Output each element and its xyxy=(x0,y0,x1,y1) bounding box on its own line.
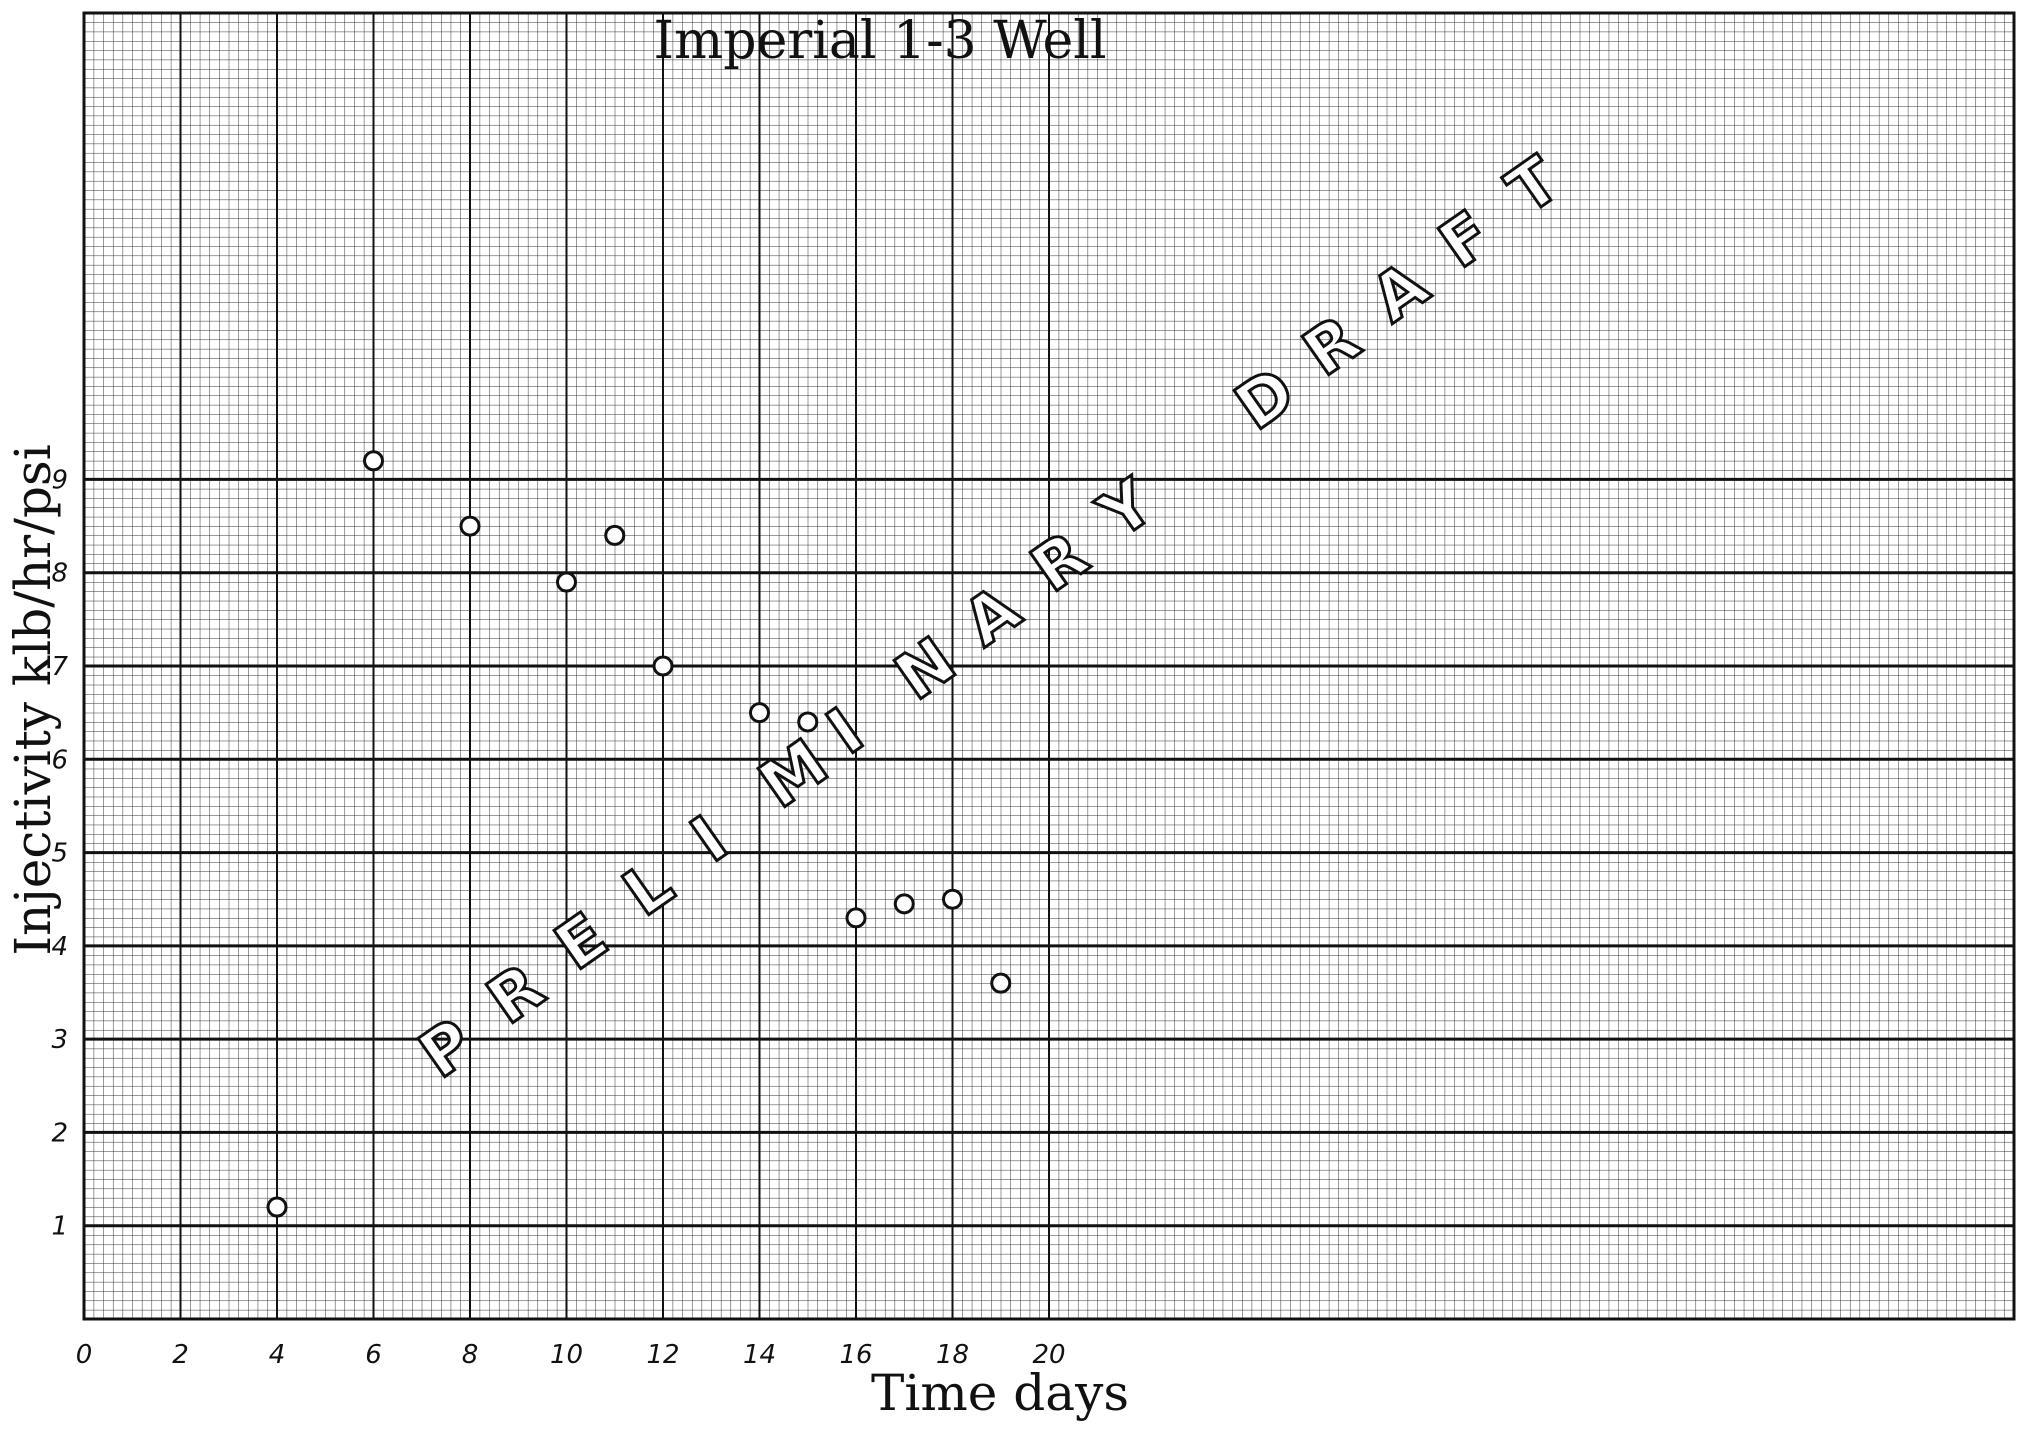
y-tick-label: 4 xyxy=(51,932,68,962)
data-point xyxy=(845,907,867,929)
x-tick-label: 4 xyxy=(269,1340,286,1370)
y-tick-label: 8 xyxy=(51,559,68,589)
data-point xyxy=(749,702,770,724)
data-point xyxy=(363,450,384,472)
data-point xyxy=(604,524,626,546)
data-point xyxy=(652,655,674,677)
x-tick-label: 8 xyxy=(462,1340,479,1370)
x-tick-label: 12 xyxy=(646,1340,679,1370)
y-tick-label: 5 xyxy=(51,839,68,869)
x-tick-label: 6 xyxy=(365,1340,382,1370)
data-point xyxy=(556,571,577,593)
data-point xyxy=(942,888,963,910)
data-point xyxy=(797,711,819,733)
y-tick-label: 1 xyxy=(51,1212,68,1242)
y-tick-label: 3 xyxy=(51,1025,68,1055)
y-axis-label: Injectivity klb/hr/psi xyxy=(4,444,62,955)
y-tick-label: 6 xyxy=(51,745,68,775)
y-tick-label: 7 xyxy=(51,652,68,682)
x-tick-label: 10 xyxy=(550,1340,583,1370)
data-point xyxy=(266,1196,288,1218)
x-tick-label: 2 xyxy=(172,1340,189,1370)
y-tick-label: 2 xyxy=(51,1118,68,1148)
y-tick-label: 9 xyxy=(51,465,68,495)
x-tick-label: 20 xyxy=(1032,1340,1065,1370)
x-axis-label: Time days xyxy=(871,1364,1129,1422)
x-tick-label: 18 xyxy=(936,1340,969,1370)
x-tick-label: 14 xyxy=(743,1340,776,1370)
chart-title: Imperial 1-3 Well xyxy=(653,11,1106,71)
x-tick-label: 16 xyxy=(839,1340,872,1370)
x-tick-label: 0 xyxy=(76,1340,93,1370)
data-point xyxy=(893,893,915,915)
data-point xyxy=(990,972,1012,994)
data-point xyxy=(459,515,481,537)
